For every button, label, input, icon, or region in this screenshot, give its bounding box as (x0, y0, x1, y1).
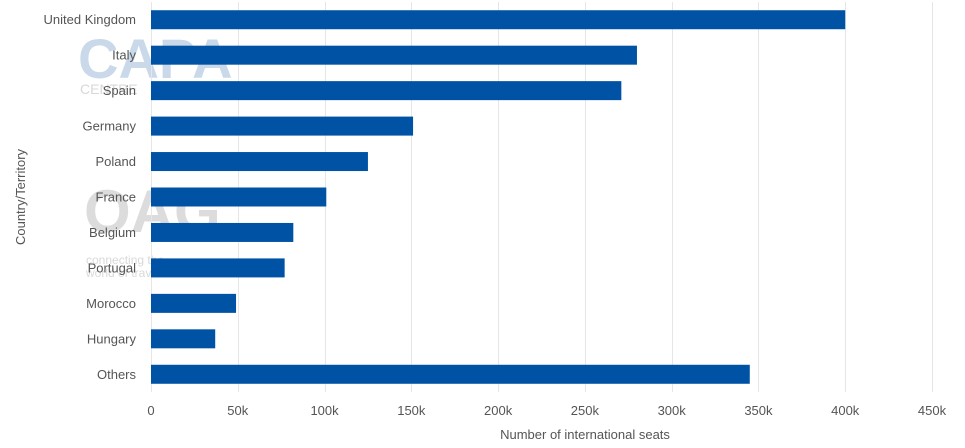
bar[interactable] (151, 45, 637, 65)
x-tick-label: 0 (147, 403, 154, 418)
bar[interactable] (151, 10, 846, 30)
category-label: Belgium (89, 225, 136, 240)
x-tick-label: 100k (310, 403, 339, 418)
x-tick-label: 150k (397, 403, 426, 418)
bar[interactable] (151, 81, 622, 101)
x-tick-label: 350k (744, 403, 773, 418)
category-label: Italy (112, 48, 136, 63)
capa-watermark-subtitle: CENTRE (80, 81, 138, 97)
bar[interactable] (151, 187, 327, 207)
category-label: United Kingdom (44, 12, 137, 27)
category-label: Poland (96, 154, 136, 169)
y-axis-title: Country/Territory (13, 148, 28, 245)
x-tick-label: 200k (484, 403, 513, 418)
x-tick-label: 450k (918, 403, 947, 418)
bar[interactable] (151, 258, 285, 278)
x-axis-title: Number of international seats (500, 427, 670, 442)
x-tick-label: 250k (571, 403, 600, 418)
bar[interactable] (151, 293, 237, 313)
category-label: Hungary (87, 331, 137, 346)
x-axis-tick-labels: 0 50k 100k 150k 200k 250k 300k 350k 400k 450k (147, 403, 946, 418)
oag-watermark-tagline-1: connecting the (86, 253, 164, 267)
bar[interactable] (151, 329, 216, 349)
bar[interactable] (151, 364, 750, 384)
category-label: Germany (83, 119, 137, 134)
oag-watermark-tagline-2: world of travel (85, 266, 161, 280)
x-tick-label: 400k (831, 403, 860, 418)
category-label: Morocco (86, 296, 136, 311)
bar[interactable] (151, 222, 294, 242)
x-tick-label: 50k (227, 403, 248, 418)
category-labels: United Kingdom Italy Spain Germany Poland Fra… (44, 12, 137, 382)
category-label: Spain (103, 83, 136, 98)
bar[interactable] (151, 116, 414, 136)
category-label: Portugal (88, 260, 137, 275)
bars (151, 10, 846, 384)
category-label: France (96, 190, 136, 205)
category-label: Others (97, 367, 137, 382)
x-tick-label: 300k (658, 403, 687, 418)
bar[interactable] (151, 152, 368, 172)
